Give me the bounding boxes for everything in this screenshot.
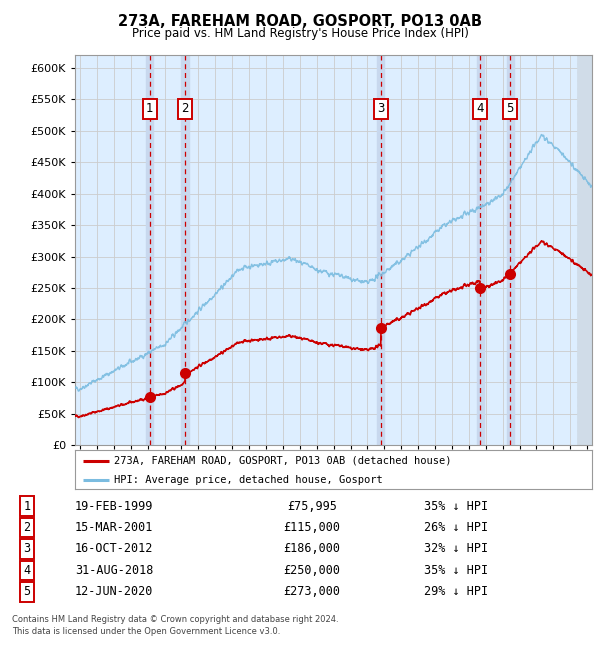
Text: 1: 1 — [146, 102, 154, 115]
Text: 2: 2 — [23, 521, 31, 534]
Text: 15-MAR-2001: 15-MAR-2001 — [75, 521, 153, 534]
Text: £273,000: £273,000 — [284, 586, 341, 598]
Bar — [577, 55, 600, 445]
Text: 3: 3 — [23, 542, 31, 555]
Text: 4: 4 — [476, 102, 484, 115]
Bar — [181, 55, 188, 445]
Text: £250,000: £250,000 — [284, 564, 341, 577]
Text: 5: 5 — [23, 586, 31, 598]
Text: 2: 2 — [181, 102, 189, 115]
Text: 32% ↓ HPI: 32% ↓ HPI — [424, 542, 488, 555]
Text: £75,995: £75,995 — [287, 499, 337, 512]
Bar — [506, 55, 514, 445]
Text: 3: 3 — [377, 102, 385, 115]
Text: 12-JUN-2020: 12-JUN-2020 — [75, 586, 153, 598]
Text: 1: 1 — [23, 499, 31, 512]
Text: HPI: Average price, detached house, Gosport: HPI: Average price, detached house, Gosp… — [114, 475, 383, 485]
Text: 4: 4 — [23, 564, 31, 577]
Text: 5: 5 — [506, 102, 514, 115]
Text: £186,000: £186,000 — [284, 542, 341, 555]
Text: 273A, FAREHAM ROAD, GOSPORT, PO13 0AB (detached house): 273A, FAREHAM ROAD, GOSPORT, PO13 0AB (d… — [114, 456, 451, 465]
Text: Price paid vs. HM Land Registry's House Price Index (HPI): Price paid vs. HM Land Registry's House … — [131, 27, 469, 40]
Bar — [476, 55, 484, 445]
Bar — [377, 55, 385, 445]
Text: 31-AUG-2018: 31-AUG-2018 — [75, 564, 153, 577]
Text: 273A, FAREHAM ROAD, GOSPORT, PO13 0AB: 273A, FAREHAM ROAD, GOSPORT, PO13 0AB — [118, 14, 482, 29]
Text: 16-OCT-2012: 16-OCT-2012 — [75, 542, 153, 555]
Text: Contains HM Land Registry data © Crown copyright and database right 2024.
This d: Contains HM Land Registry data © Crown c… — [12, 615, 338, 636]
Bar — [146, 55, 154, 445]
Text: £115,000: £115,000 — [284, 521, 341, 534]
Text: 35% ↓ HPI: 35% ↓ HPI — [424, 564, 488, 577]
Text: 29% ↓ HPI: 29% ↓ HPI — [424, 586, 488, 598]
Text: 26% ↓ HPI: 26% ↓ HPI — [424, 521, 488, 534]
Text: 19-FEB-1999: 19-FEB-1999 — [75, 499, 153, 512]
Text: 35% ↓ HPI: 35% ↓ HPI — [424, 499, 488, 512]
